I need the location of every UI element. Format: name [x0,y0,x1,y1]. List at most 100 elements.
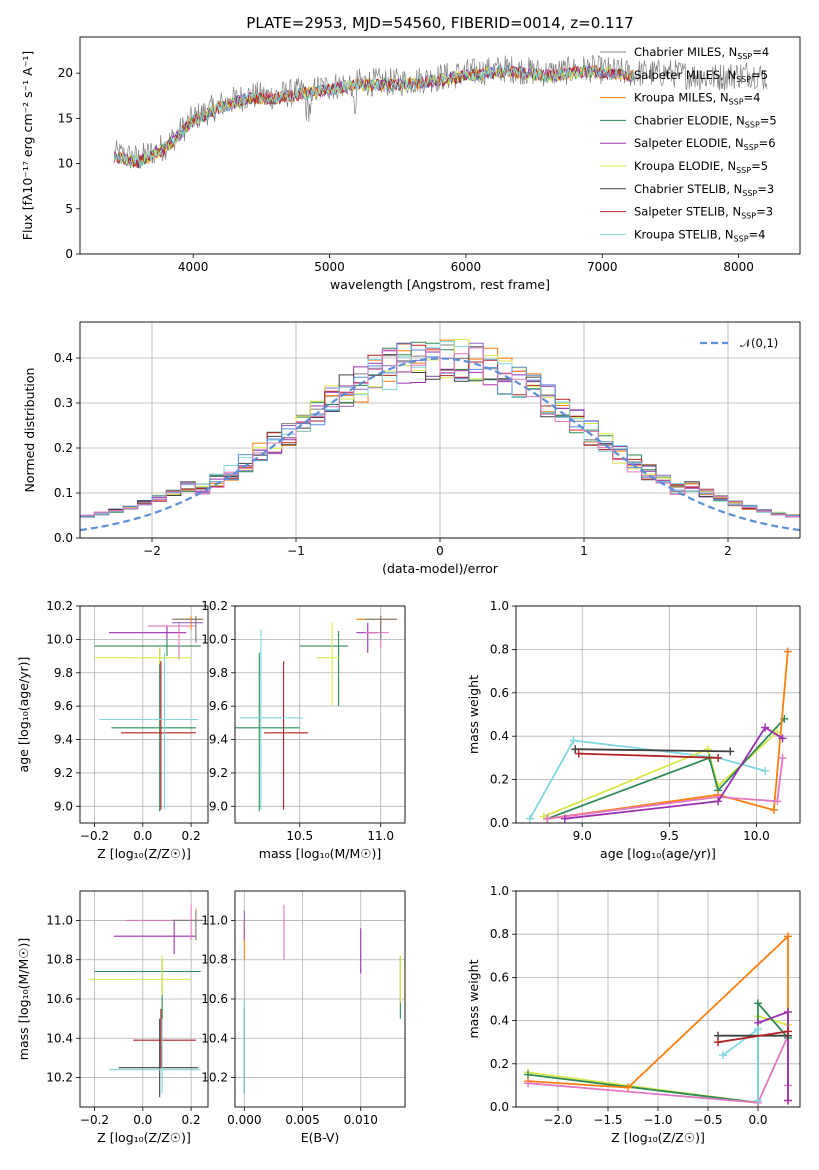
x-axis-label: age [log₁₀(age/yr)] [600,846,716,861]
y-tick-label: 11.0 [46,913,73,927]
errorbar-point [147,622,196,660]
plus-marker [719,1051,727,1060]
legend-entry: Kroupa MILES, NSSP=4 [634,91,760,107]
y-axis-label: Flux [fλ10⁻¹⁷ erg cm⁻² s⁻¹ A⁻¹] [20,51,35,240]
y-tick-label: 0.4 [54,351,73,365]
plus-marker [778,753,787,762]
legend-entry: 𝒩(0,1) [740,336,778,350]
panel-residuals: −2 −1 0 1 2 0.0 0.1 0.2 0.3 0.4 (data-model)/error… [22,321,801,576]
y-tick-label: 15 [58,111,73,125]
x-tick-label: 9.0 [573,829,592,843]
plus-marker [754,1096,762,1105]
errorbar-point [133,1008,196,1068]
y-tick-label: 0.2 [54,441,73,455]
panel-spectrum: 4000 5000 6000 7000 8000 0 5 10 15 20 wavelength [… [20,36,801,292]
mass-weight-line [547,651,789,820]
x-axis-label: E(B-V) [301,1130,340,1145]
y-tick-label: 9.4 [54,733,73,747]
plus-marker [773,797,782,806]
axes-frame [79,890,209,1108]
y-axis-label: Normed distribution [22,368,37,493]
legend-entry: Chabrier MILES, NSSP=4 [634,45,769,61]
x-tick-label: 0 [436,544,444,558]
plot-area-mass-weight-age [525,647,792,823]
errorbar-point [264,661,308,810]
x-tick-label: 5000 [314,260,345,274]
axes-frame [515,605,801,824]
histogram-series [80,341,800,517]
x-axis-label: Z [log₁₀(Z/Z☉)] [97,1130,191,1145]
x-tick-label: 7000 [587,260,618,274]
y-tick-label: 0.4 [490,729,509,743]
y-axis-label: age [log₁₀(age/yr)] [16,657,31,773]
y-tick-label: 10.4 [46,1031,73,1045]
y-tick-label: 9.0 [209,799,228,813]
residuals-legend: 𝒩(0,1) [700,336,778,350]
x-tick-label: −2.0 [543,1113,572,1127]
legend-entry: Salpeter MILES, NSSP=5 [634,68,768,84]
y-tick-label: 0.2 [490,773,509,787]
x-axis-label: mass [log₁₀(M/M☉)] [259,846,381,861]
plus-marker [714,1038,722,1047]
plus-marker [574,749,583,758]
y-tick-label: 0 [65,247,73,261]
axes-frame [79,321,801,539]
y-tick-label: 20 [58,66,73,80]
y-tick-label: 10.6 [201,992,228,1006]
x-tick-label: 2 [724,544,732,558]
panel-mass-weight-age: 9.0 9.5 10.0 0.0 0.2 0.4 0.6 0.8 1.0 age [log₁₀(a… [466,599,801,861]
y-tick-label: 0.1 [54,486,73,500]
y-tick-label: 10.2 [201,599,228,613]
plus-marker [761,766,770,775]
x-axis-label: wavelength [Angstrom, rest frame] [330,277,550,292]
x-tick-label: 0.2 [182,829,201,843]
normal-curve [80,357,800,532]
plus-marker [703,745,712,754]
panel-mass-z: −0.2 0.0 0.2 10.2 10.4 10.6 10.8 11.0 Z [log₁₀(Z… [16,890,209,1145]
errorbar-point [108,1014,201,1094]
plus-marker [726,747,735,756]
errorbar-point [171,910,204,941]
x-tick-label: 1 [580,544,588,558]
figure-title: PLATE=2953, MJD=54560, FIBERID=0014, z=0… [246,14,633,32]
plus-marker [783,647,792,656]
y-axis-label: mass weight [466,675,481,754]
x-axis-label: (data-model)/error [382,561,499,576]
y-tick-label: 10.8 [201,953,228,967]
errorbar-point [315,622,341,707]
plus-marker [784,932,792,941]
y-tick-label: 0.8 [490,642,509,656]
histogram-series [80,347,800,518]
errorbar-point [125,904,201,941]
plus-marker [560,814,569,823]
errorbar-point [99,652,199,810]
plot-area-age-z [94,616,204,812]
plus-marker [784,1096,792,1105]
axes-frame [234,605,406,824]
y-tick-label: 9.6 [209,699,228,713]
panel-mass-ebv: 0.000 0.005 0.010 10.2 10.4 10.6 10.8 11.0 E(B-V… [201,890,406,1145]
plus-marker [714,753,723,762]
errorbar-point [121,661,196,810]
legend-entry: Kroupa ELODIE, NSSP=5 [634,159,768,175]
x-tick-label: 8000 [723,260,754,274]
mass-weight-line [564,726,784,820]
spectrum-model-line [113,65,634,167]
y-tick-label: 5 [65,202,73,216]
y-tick-label: 10.0 [46,632,73,646]
axes-frame [79,605,209,824]
plot-area-spectrum [113,54,768,169]
y-tick-label: 0.0 [490,1100,509,1114]
y-tick-label: 10 [58,157,73,171]
axes-frame [515,890,801,1108]
errorbar-point [113,920,196,954]
x-tick-label: 0.005 [285,1113,319,1127]
plus-marker [714,797,723,806]
plus-marker [624,1083,632,1092]
mass-weight-line [717,1030,789,1044]
errorbar-point [94,647,192,665]
plus-marker [543,814,552,823]
mass-weight-line [547,757,784,820]
errorbar-point [171,616,204,643]
plot-area-mass-z [89,904,204,1098]
